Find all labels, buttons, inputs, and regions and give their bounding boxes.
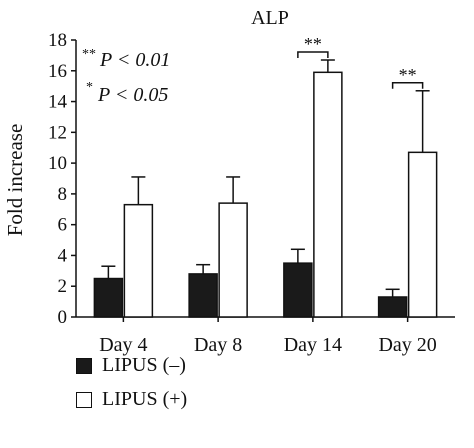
significance-markers: ** ** bbox=[297, 34, 424, 89]
y-tick-label: 12 bbox=[48, 122, 67, 143]
legend-swatch-lipus-minus bbox=[76, 357, 92, 374]
annotation-p001-stars: ** bbox=[82, 47, 96, 62]
legend-item-lipus-plus: LIPUS (+) bbox=[76, 388, 187, 411]
y-tick-label: 16 bbox=[48, 61, 67, 82]
y-axis-title: Fold increase bbox=[3, 124, 27, 237]
significance-bracket bbox=[297, 51, 329, 59]
bar bbox=[313, 71, 343, 318]
annotation-p005-text: P < 0.05 bbox=[97, 84, 168, 106]
annotation-p005-stars: * bbox=[86, 80, 93, 95]
x-tick-label: Day 20 bbox=[378, 334, 436, 356]
legend-item-lipus-minus: LIPUS (–) bbox=[76, 354, 186, 377]
x-tick-labels: Day 4 Day 8 Day 14 Day 20 bbox=[99, 317, 437, 356]
y-tick-label: 18 bbox=[48, 30, 67, 51]
bars bbox=[93, 71, 438, 318]
annotation-p001: ** P < 0.01 bbox=[82, 47, 170, 71]
annotation-p005: * P < 0.05 bbox=[86, 80, 168, 106]
legend-swatch-lipus-plus bbox=[76, 391, 92, 408]
bar bbox=[123, 203, 154, 318]
bar bbox=[93, 277, 124, 318]
error-bars bbox=[101, 59, 430, 297]
bar bbox=[377, 296, 408, 318]
annotation-p001-text: P < 0.01 bbox=[99, 49, 170, 71]
x-tick-label: Day 14 bbox=[284, 334, 342, 356]
significance-label: ** bbox=[399, 65, 417, 85]
significance-label: ** bbox=[304, 34, 322, 54]
bar bbox=[283, 262, 313, 318]
y-tick-label: 8 bbox=[58, 184, 68, 205]
y-axis-title-group: Fold increase bbox=[3, 124, 27, 237]
chart-title-group: ALP bbox=[251, 7, 289, 29]
y-tick-label: 6 bbox=[58, 215, 68, 236]
y-tick-label: 0 bbox=[58, 307, 68, 328]
bar bbox=[218, 202, 248, 318]
significance-bracket bbox=[391, 82, 424, 89]
chart-title: ALP bbox=[251, 7, 289, 29]
y-ticks: 0 2 4 6 8 10 12 14 16 18 bbox=[48, 30, 76, 328]
legend-label-lipus-plus: LIPUS (+) bbox=[102, 388, 188, 410]
bar bbox=[407, 151, 438, 318]
x-tick-label: Day 4 bbox=[99, 334, 147, 356]
x-tick-label: Day 8 bbox=[194, 334, 242, 356]
bar bbox=[188, 273, 218, 318]
y-tick-label: 14 bbox=[48, 92, 68, 113]
y-tick-label: 4 bbox=[58, 245, 68, 266]
legend-label-lipus-minus: LIPUS (–) bbox=[102, 354, 186, 376]
y-tick-label: 2 bbox=[58, 276, 68, 297]
y-tick-label: 10 bbox=[48, 153, 67, 174]
